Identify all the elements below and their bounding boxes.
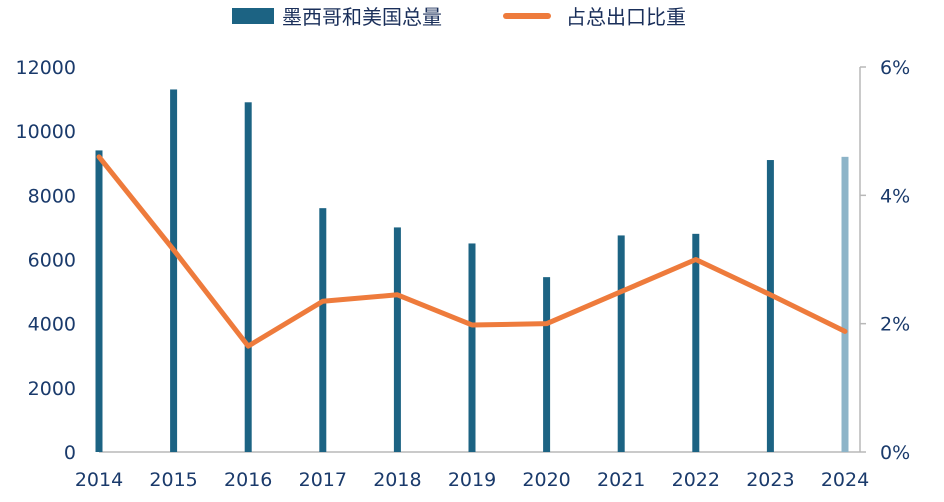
y-right-tick-label: 2% (880, 314, 910, 336)
y-left-tick-label: 10000 (16, 121, 76, 143)
x-tick-label: 2014 (75, 469, 123, 491)
bar-total (393, 227, 401, 452)
legend-bar-swatch (232, 8, 274, 24)
bar-total (319, 208, 327, 452)
y-left-tick-label: 6000 (28, 250, 76, 272)
y-left-tick-label: 8000 (28, 185, 76, 207)
bar-total (692, 233, 700, 452)
bar-total (244, 102, 252, 453)
y-right-tick-label: 6% (880, 57, 910, 79)
legend: 墨西哥和美国总量 占总出口比重 (232, 5, 686, 29)
legend-line-label: 占总出口比重 (566, 5, 686, 29)
plot-area: 0 2000 4000 6000 8000 10000 12000 0% 2% 4% 6% 2014 2… (16, 57, 911, 491)
x-tick-label: 2018 (373, 469, 421, 491)
y-left-tick-label: 2000 (28, 378, 76, 400)
y-left-tick-label: 12000 (16, 57, 76, 79)
y-right-tick-label: 0% (880, 442, 910, 464)
x-tick-label: 2023 (746, 469, 794, 491)
x-tick-label: 2021 (597, 469, 645, 491)
bar-total (841, 156, 849, 453)
bar-total (543, 277, 551, 452)
x-tick-label: 2016 (224, 469, 272, 491)
x-tick-label: 2019 (448, 469, 496, 491)
bar-total (617, 235, 625, 452)
legend-bar-label: 墨西哥和美国总量 (282, 5, 442, 29)
x-tick-label: 2015 (149, 469, 197, 491)
x-tick-label: 2024 (821, 469, 869, 491)
y-left-tick-label: 0 (64, 442, 76, 464)
y-right-tick-label: 4% (880, 185, 910, 207)
y-left-tick-label: 4000 (28, 314, 76, 336)
bar-total (766, 160, 774, 452)
bar-total (95, 150, 103, 452)
x-tick-label: 2022 (672, 469, 720, 491)
x-tick-label: 2020 (522, 469, 570, 491)
bar-total (468, 243, 476, 452)
x-tick-label: 2017 (299, 469, 347, 491)
bar-total (170, 89, 178, 452)
